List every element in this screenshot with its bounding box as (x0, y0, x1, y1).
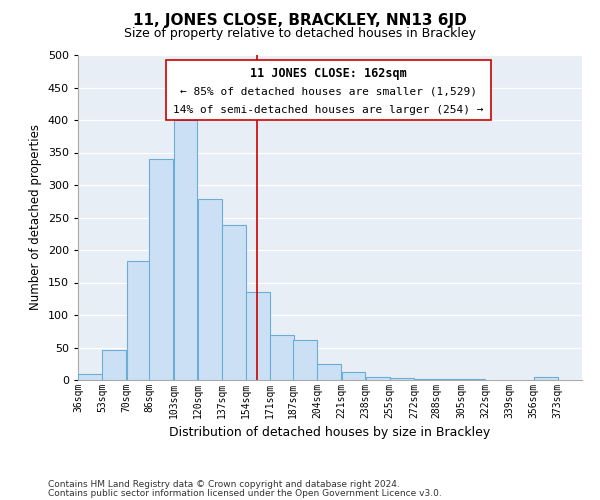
Text: Contains public sector information licensed under the Open Government Licence v3: Contains public sector information licen… (48, 488, 442, 498)
Bar (341, 372, 365, 380)
FancyBboxPatch shape (166, 60, 491, 120)
Bar (271, 334, 294, 380)
Bar (317, 364, 341, 380)
Bar (366, 377, 389, 380)
Bar (198, 200, 221, 380)
Bar (127, 261, 151, 380)
Bar (414, 378, 438, 380)
Bar (534, 378, 557, 380)
Text: 11, JONES CLOSE, BRACKLEY, NN13 6JD: 11, JONES CLOSE, BRACKLEY, NN13 6JD (133, 12, 467, 28)
X-axis label: Distribution of detached houses by size in Brackley: Distribution of detached houses by size … (169, 426, 491, 440)
Bar (149, 159, 173, 380)
Bar (437, 378, 461, 380)
Text: 11 JONES CLOSE: 162sqm: 11 JONES CLOSE: 162sqm (250, 66, 407, 80)
Text: Size of property relative to detached houses in Brackley: Size of property relative to detached ho… (124, 28, 476, 40)
Bar (293, 340, 317, 380)
Bar (390, 378, 414, 380)
Text: ← 85% of detached houses are smaller (1,529): ← 85% of detached houses are smaller (1,… (180, 86, 477, 97)
Bar (78, 374, 102, 380)
Text: Contains HM Land Registry data © Crown copyright and database right 2024.: Contains HM Land Registry data © Crown c… (48, 480, 400, 489)
Bar (222, 224, 246, 380)
Bar (173, 120, 197, 380)
Text: 14% of semi-detached houses are larger (254) →: 14% of semi-detached houses are larger (… (173, 106, 484, 116)
Bar (103, 350, 126, 380)
Y-axis label: Number of detached properties: Number of detached properties (29, 124, 42, 310)
Bar (246, 292, 270, 380)
